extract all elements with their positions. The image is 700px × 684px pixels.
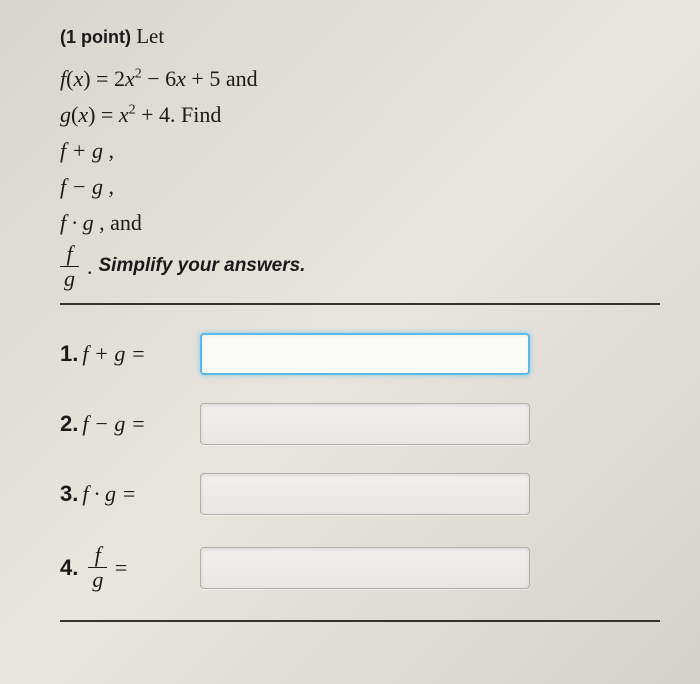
problem-header: (1 point) Let	[60, 20, 660, 54]
answer-label-1: 1.f + g =	[60, 341, 200, 367]
answer-input-2[interactable]	[200, 403, 530, 445]
and-text-2: and	[110, 210, 142, 235]
f-definition: f(x) = 2x2 − 6x + 5 and	[60, 62, 660, 95]
op-ftimesg: f · g , and	[60, 206, 660, 239]
answer-input-4[interactable]	[200, 547, 530, 589]
answer-row-4: 4. f g =	[60, 543, 660, 592]
answer-row-1: 1.f + g =	[60, 333, 660, 375]
answer-row-2: 2.f − g =	[60, 403, 660, 445]
divider-bottom	[60, 620, 660, 622]
let-text: Let	[136, 24, 164, 48]
op-fdivg: f g . Simplify your answers.	[60, 242, 660, 291]
op-fminusg: f − g ,	[60, 170, 660, 203]
answer-row-3: 3.f · g =	[60, 473, 660, 515]
find-text: Find	[181, 102, 221, 127]
answer-label-3: 3.f · g =	[60, 481, 200, 507]
answer-input-1[interactable]	[200, 333, 530, 375]
fraction-fg-q4: f g	[88, 543, 107, 592]
simplify-instruction: Simplify your answers.	[99, 252, 306, 281]
divider-top	[60, 303, 660, 305]
and-text-1: and	[226, 66, 258, 91]
op-fplusg: f + g ,	[60, 134, 660, 167]
g-definition: g(x) = x2 + 4. Find	[60, 98, 660, 131]
answer-input-3[interactable]	[200, 473, 530, 515]
answer-label-2: 2.f − g =	[60, 411, 200, 437]
fraction-fg: f g	[60, 242, 79, 291]
answer-label-4: 4. f g =	[60, 543, 200, 592]
points-label: (1 point)	[60, 27, 131, 47]
